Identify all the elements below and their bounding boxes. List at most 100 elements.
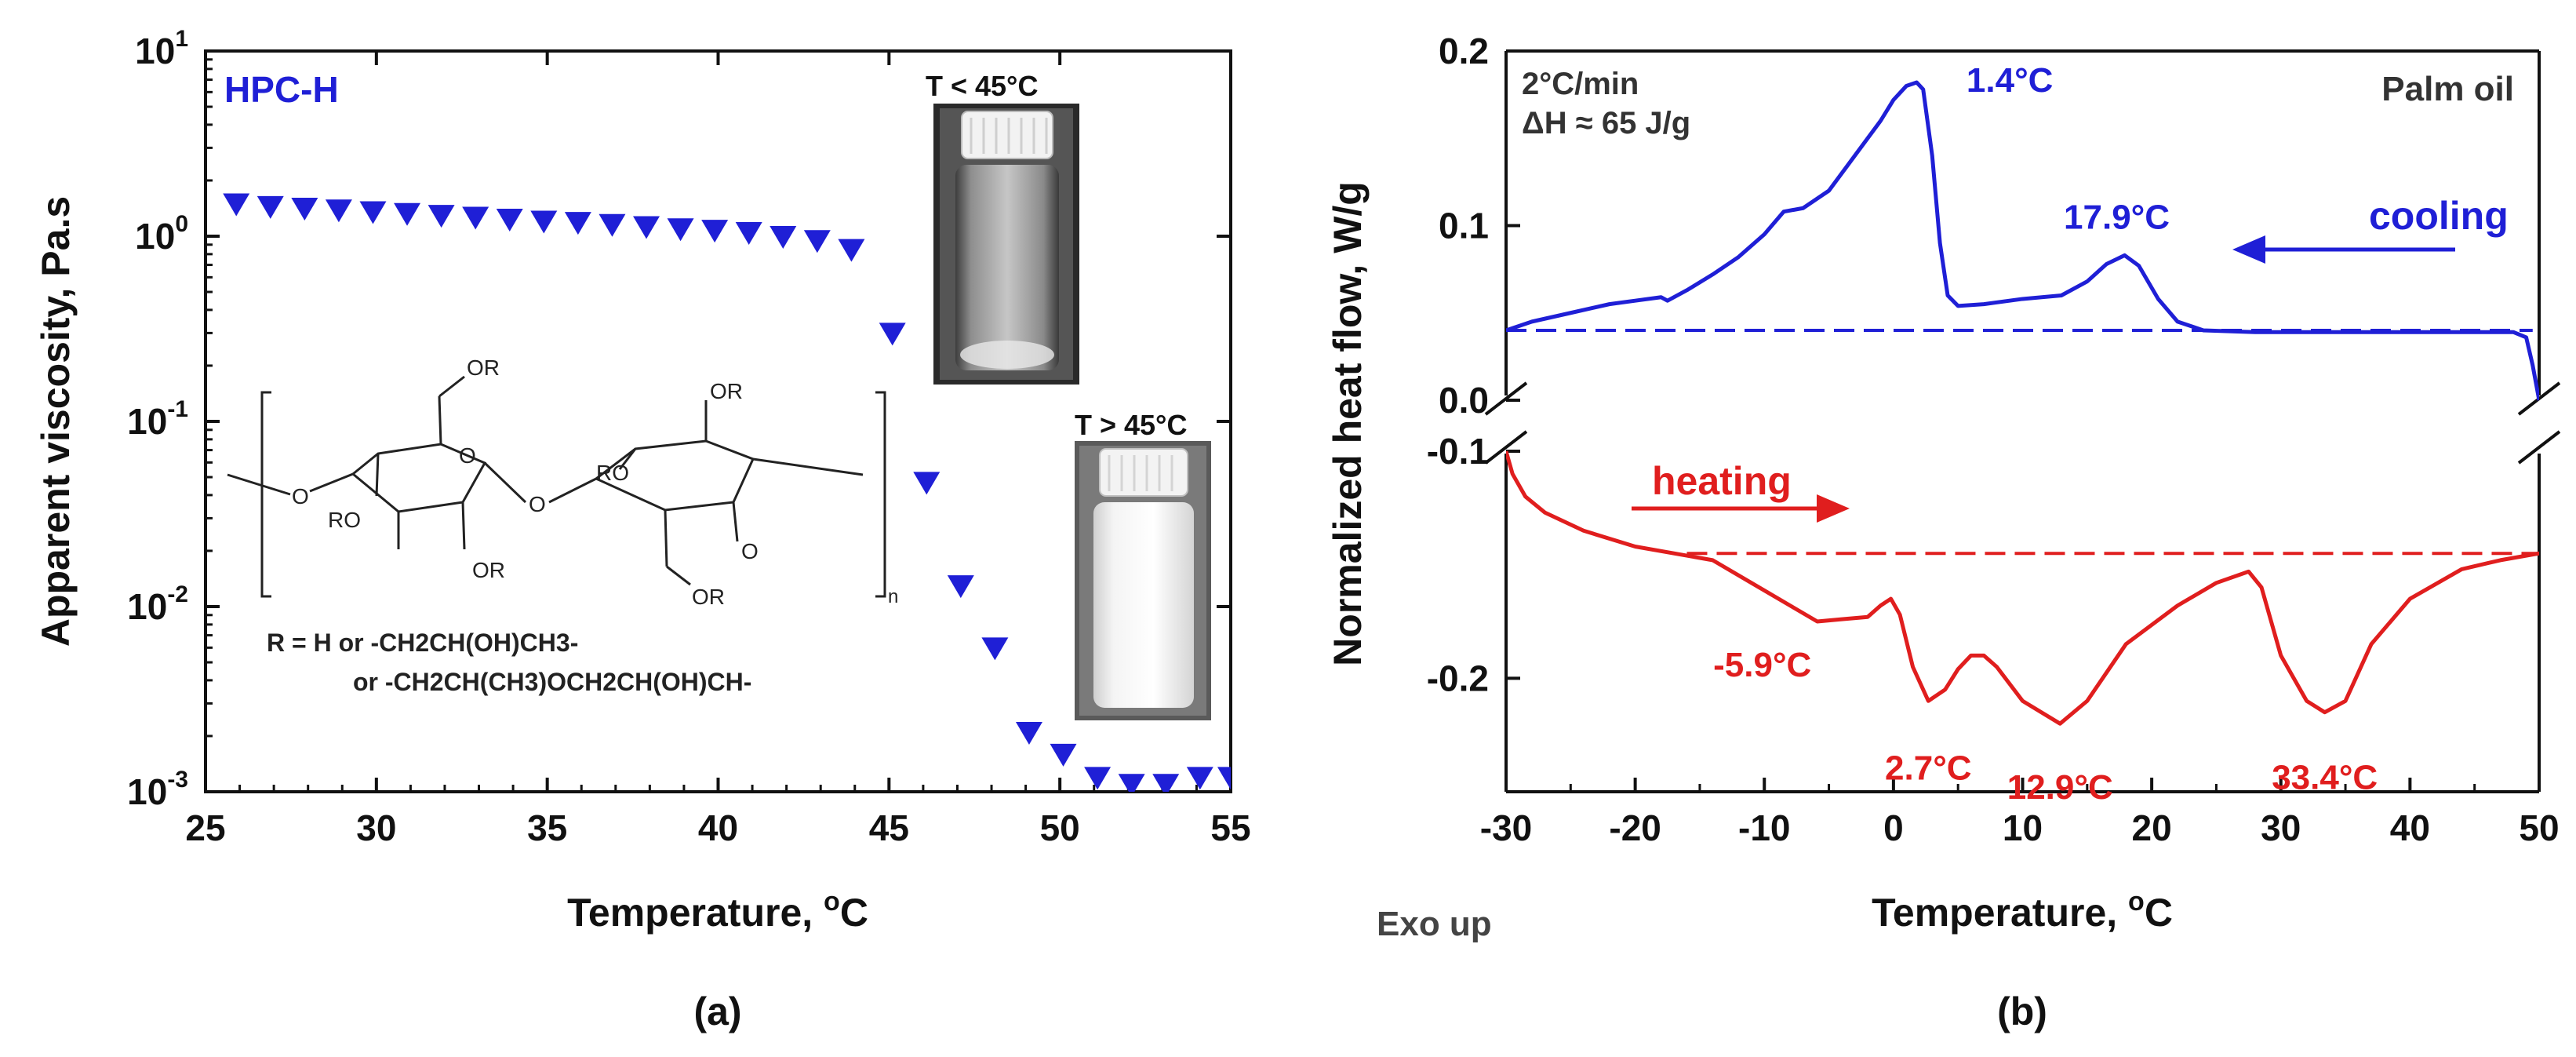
x-tick-label-b: -30 <box>1480 807 1532 848</box>
heating-curve <box>1506 450 2539 726</box>
y-tick-label-b: 0.1 <box>1439 206 1489 246</box>
ring2-ring-oxygen: O <box>741 539 759 563</box>
hpc-chemical-structure: OR O O RO OR O RO OR O OR n R = H or -CH… <box>227 355 898 696</box>
data-point-triangle <box>981 637 1009 661</box>
x-tick-label-b: -20 <box>1609 807 1661 848</box>
data-point-triangle <box>1217 767 1231 790</box>
data-point-triangle <box>530 210 558 234</box>
rate-annotation: 2°C/min <box>1522 67 1639 101</box>
photo-label-below-45: T < 45°C <box>926 70 1038 102</box>
y-axis-title-a: Apparent viscosity, Pa.s <box>34 196 78 647</box>
vial-photo-clear: T < 45°C <box>926 70 1079 385</box>
y-tick-label-b: -0.2 <box>1427 658 1489 698</box>
cooling-label: cooling <box>2369 194 2509 238</box>
x-tick-labels-b: -30 -20 -10 0 10 20 30 40 50 <box>1480 807 2560 848</box>
data-point-triangle <box>223 193 250 217</box>
x-tick-label-b: 50 <box>2519 807 2559 848</box>
data-point-triangle <box>291 198 318 221</box>
heating-peak-label: 2.7°C <box>1885 749 1972 787</box>
data-point-triangle <box>803 230 831 253</box>
degree-sup: o <box>824 887 840 917</box>
y-axis-title-b: Normalized heat flow, W/g <box>1326 181 1370 666</box>
x-tick-label-b: 30 <box>2261 807 2301 848</box>
data-point-triangle <box>633 216 660 239</box>
x-tick-label-b: -10 <box>1738 807 1790 848</box>
data-point-triangle <box>496 208 523 231</box>
structure-text: OR O O RO OR O RO OR O OR n <box>292 355 898 609</box>
cooling-peak-label: 17.9°C <box>2064 198 2170 236</box>
cooling-arrow <box>2232 235 2455 264</box>
x-tick-label-b: 40 <box>2390 807 2430 848</box>
vial-photo-milky: T > 45°C <box>1075 409 1211 720</box>
ring2-top-or: OR <box>710 379 743 403</box>
data-point-triangle <box>735 221 762 245</box>
x-tick-label-a: 45 <box>869 807 909 848</box>
exo-up-label: Exo up <box>1377 905 1492 943</box>
data-point-triangle <box>359 201 387 224</box>
peak-labels: 1.4°C 17.9°C -5.9°C 2.7°C 12.9°C 33.4°C <box>1713 61 2378 807</box>
y-tick-label-a: 100 <box>135 211 188 257</box>
dsc-curves <box>1506 80 2539 726</box>
ring1-left-oxygen: O <box>292 484 309 508</box>
data-point-triangle <box>599 213 626 237</box>
x-axis-title-b: Temperature, oC <box>1872 887 2173 935</box>
ring1-ring-oxygen: O <box>459 443 476 468</box>
x-axis-title-a-text: Temperature, <box>567 891 824 935</box>
y-tick-label-b: -0.1 <box>1427 431 1489 472</box>
ring1-primary-or: OR <box>467 355 500 380</box>
data-point-triangle <box>701 220 729 243</box>
x-tick-label-b: 0 <box>1883 807 1904 848</box>
y-tick-label-a: 10-3 <box>127 767 188 812</box>
axis-ticks-b <box>1504 49 2541 792</box>
data-point-triangle <box>1152 774 1180 792</box>
axis-break-marks <box>1484 381 2561 465</box>
degree-sup: o <box>2128 887 2145 917</box>
sample-label-hpc-h: HPC-H <box>224 69 339 110</box>
heating-peak-label: -5.9°C <box>1713 646 1811 684</box>
data-point-triangle <box>428 205 455 228</box>
x-tick-labels-a: 25 30 35 40 45 50 55 <box>185 807 1250 848</box>
y-tick-label-a: 101 <box>135 26 188 71</box>
data-point-triangle <box>1084 767 1112 790</box>
x-tick-label-a: 30 <box>356 807 396 848</box>
data-point-triangle <box>462 206 489 230</box>
x-axis-title-a: Temperature, oC <box>567 887 868 935</box>
data-point-triangle <box>325 199 352 223</box>
degree-unit: C <box>840 891 868 935</box>
x-tick-label-a: 40 <box>698 807 738 848</box>
substituent-line-2: or -CH2CH(CH3)OCH2CH(OH)CH- <box>353 668 751 696</box>
y-tick-labels-b: 0.0 0.1 0.2 -0.1 -0.2 <box>1427 31 1489 698</box>
panel-b: -30 -20 -10 0 10 20 30 40 50 0.0 0.1 0.2 -0.1 -0.2 1… <box>1326 31 2561 1033</box>
data-point-triangle <box>770 226 797 249</box>
heating-peak-label: 12.9°C <box>2007 768 2113 807</box>
data-point-triangle <box>1015 721 1042 745</box>
data-point-triangle <box>1186 767 1213 790</box>
cooling-curve <box>1506 80 2539 401</box>
substituent-line-1: R = H or -CH2CH(OH)CH3- <box>267 629 578 657</box>
y-tick-label-b: 0.2 <box>1439 31 1489 71</box>
y-tick-label-a: 10-1 <box>127 396 188 442</box>
enthalpy-annotation: ΔH ≈ 65 J/g <box>1522 106 1690 140</box>
repeat-subscript-n: n <box>888 586 898 607</box>
panel-label-b: (b) <box>1997 990 2047 1033</box>
data-point-triangle <box>564 212 591 235</box>
x-tick-label-a: 35 <box>527 807 567 848</box>
degree-unit: C <box>2145 891 2173 935</box>
glycosidic-oxygen: O <box>529 492 546 516</box>
heating-arrow <box>1632 494 1850 523</box>
data-point-triangle <box>947 575 974 599</box>
x-axis-title-b-text: Temperature, <box>1872 891 2128 935</box>
heating-label: heating <box>1652 459 1792 503</box>
x-tick-label-a: 25 <box>185 807 225 848</box>
photo-label-above-45: T > 45°C <box>1075 409 1187 441</box>
panel-label-a: (a) <box>693 990 741 1033</box>
substituent-legend: R = H or -CH2CH(OH)CH3- or -CH2CH(CH3)OC… <box>267 629 751 696</box>
x-tick-label-b: 20 <box>2132 807 2172 848</box>
ring2-ro-group: RO <box>596 461 629 485</box>
cooling-peak-label: 1.4°C <box>1967 61 2054 100</box>
data-point-triangle <box>1118 774 1145 792</box>
ring1-ro-group: RO <box>328 508 361 532</box>
x-tick-label-a: 50 <box>1040 807 1080 848</box>
